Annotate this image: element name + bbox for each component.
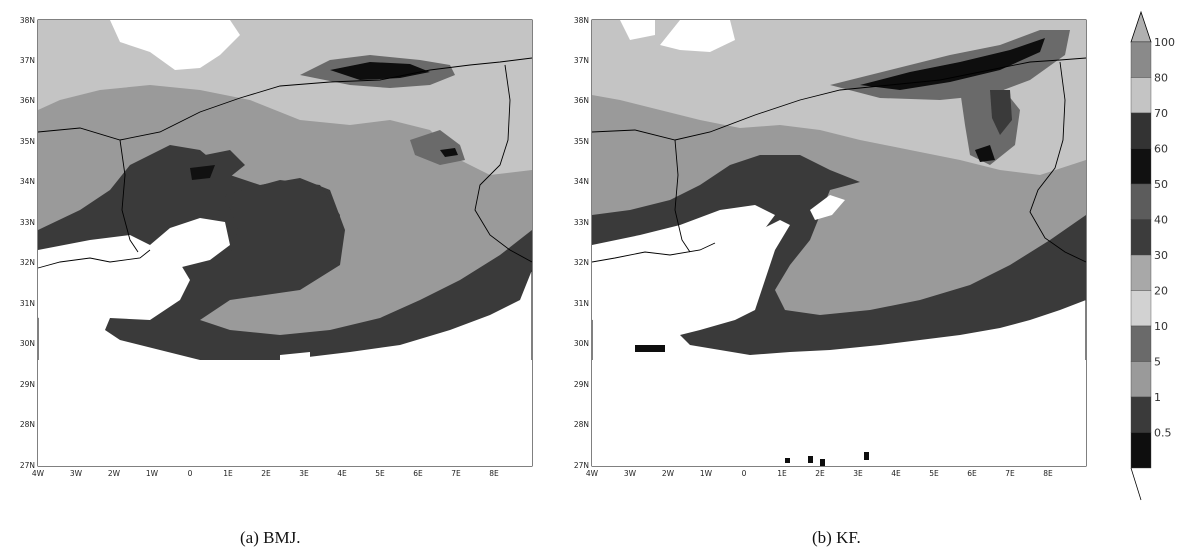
- colorbar-label: 70: [1154, 107, 1168, 120]
- lon-label: 2E: [261, 469, 271, 478]
- colorbar-swatch: [1130, 290, 1152, 327]
- lat-label: 38N: [574, 16, 589, 25]
- lon-label: 1E: [777, 469, 787, 478]
- lat-label: 28N: [574, 420, 589, 429]
- colorbar-swatch: [1130, 148, 1152, 185]
- colorbar-bottom-arrow: [1130, 467, 1142, 501]
- lat-label: 38N: [20, 16, 35, 25]
- colorbar-label: 100: [1154, 36, 1175, 49]
- precipitation-field: [592, 20, 1086, 466]
- colorbar-label: 20: [1154, 285, 1168, 298]
- lon-label: 5E: [929, 469, 939, 478]
- colorbar-swatch: [1130, 396, 1152, 433]
- lon-label: 5E: [375, 469, 385, 478]
- lon-label: 4E: [337, 469, 347, 478]
- lat-label: 37N: [20, 56, 35, 65]
- lat-label: 33N: [20, 218, 35, 227]
- colorbar-label: 10: [1154, 320, 1168, 333]
- caption-bmj: (a) BMJ.: [240, 528, 301, 547]
- colorbar-label: 5: [1154, 356, 1161, 369]
- lon-label: 1E: [223, 469, 233, 478]
- colorbar-swatch: [1130, 183, 1152, 220]
- colorbar-legend: 100 80 70 60 50 40 30 20 10 5 1 0.5: [1130, 10, 1175, 501]
- lat-label: 34N: [20, 177, 35, 186]
- lon-label: 7E: [1005, 469, 1015, 478]
- lon-label: 8E: [489, 469, 499, 478]
- lon-label: 0: [742, 469, 747, 478]
- colorbar-label: 60: [1154, 143, 1168, 156]
- lat-label: 36N: [574, 96, 589, 105]
- lon-label: 3W: [624, 469, 637, 478]
- colorbar-label: 40: [1154, 214, 1168, 227]
- colorbar-swatch: [1130, 41, 1152, 78]
- lon-label: 1W: [146, 469, 159, 478]
- lon-label: 4W: [32, 469, 45, 478]
- colorbar-swatch: [1130, 112, 1152, 149]
- lat-label: 35N: [20, 137, 35, 146]
- colorbar-label: 1: [1154, 391, 1161, 404]
- country-borders: [37, 57, 533, 269]
- lon-label: 6E: [967, 469, 977, 478]
- lat-label: 31N: [20, 299, 35, 308]
- lat-label: 32N: [20, 258, 35, 267]
- colorbar-swatch: [1130, 219, 1152, 256]
- colorbar-top-arrow: [1130, 10, 1152, 43]
- lon-label: 3W: [70, 469, 83, 478]
- lon-label: 6E: [413, 469, 423, 478]
- precipitation-field: [38, 20, 532, 466]
- lat-label: 31N: [574, 299, 589, 308]
- lat-label: 35N: [574, 137, 589, 146]
- colorbar-swatches: [1130, 41, 1152, 469]
- lon-label: 3E: [853, 469, 863, 478]
- lat-label: 34N: [574, 177, 589, 186]
- lat-label: 29N: [574, 380, 589, 389]
- lon-label: 3E: [299, 469, 309, 478]
- colorbar-swatch: [1130, 254, 1152, 291]
- country-borders: [591, 57, 1087, 263]
- lon-label: 8E: [1043, 469, 1053, 478]
- lon-label: 7E: [451, 469, 461, 478]
- colorbar-label: 30: [1154, 249, 1168, 262]
- lon-label: 2W: [662, 469, 675, 478]
- colorbar-swatch: [1130, 432, 1152, 469]
- lat-label: 27N: [574, 461, 589, 470]
- caption-kf: (b) KF.: [812, 528, 861, 547]
- lat-label: 27N: [20, 461, 35, 470]
- colorbar-labels: 100 80 70 60 50 40 30 20 10 5 1 0.5: [1154, 36, 1175, 440]
- colorbar-swatch: [1130, 361, 1152, 398]
- lat-label: 37N: [574, 56, 589, 65]
- lon-label: 2W: [108, 469, 121, 478]
- lon-label: 1W: [700, 469, 713, 478]
- colorbar-swatch: [1130, 77, 1152, 114]
- colorbar-label: 0.5: [1154, 427, 1172, 440]
- lat-label: 29N: [20, 380, 35, 389]
- lat-axis: 38N 37N 36N 35N 34N 33N 32N 31N 30N 29N …: [20, 16, 35, 470]
- colorbar-label: 50: [1154, 178, 1168, 191]
- lon-label: 0: [188, 469, 193, 478]
- lat-label: 36N: [20, 96, 35, 105]
- lon-label: 2E: [815, 469, 825, 478]
- lon-label: 4W: [586, 469, 599, 478]
- lon-axis: 4W 3W 2W 1W 0 1E 2E 3E 4E 5E 6E 7E 8E: [32, 469, 499, 478]
- colorbar-label: 80: [1154, 72, 1168, 85]
- lat-label: 33N: [574, 218, 589, 227]
- lat-label: 30N: [574, 339, 589, 348]
- colorbar-swatch: [1130, 325, 1152, 362]
- lon-label: 4E: [891, 469, 901, 478]
- lat-axis: 38N 37N 36N 35N 34N 33N 32N 31N 30N 29N …: [574, 16, 589, 470]
- lat-label: 30N: [20, 339, 35, 348]
- lat-label: 32N: [574, 258, 589, 267]
- map-panel-bmj: 38N 37N 36N 35N 34N 33N 32N 31N 30N 29N …: [20, 16, 533, 478]
- map-panel-kf: 38N 37N 36N 35N 34N 33N 32N 31N 30N 29N …: [574, 16, 1087, 478]
- lat-label: 28N: [20, 420, 35, 429]
- lon-axis: 4W 3W 2W 1W 0 1E 2E 3E 4E 5E 6E 7E 8E: [586, 469, 1053, 478]
